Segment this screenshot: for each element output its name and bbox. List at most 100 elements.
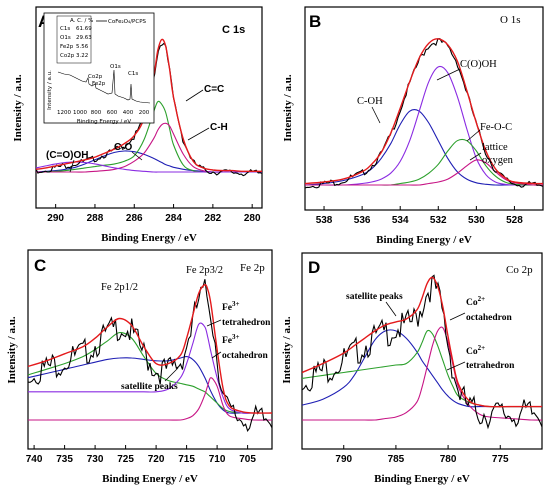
inset-row-value: 5.56 xyxy=(76,44,89,50)
panel-c-frame xyxy=(27,249,273,450)
inset-row-label: Co2p xyxy=(60,53,75,59)
panel-c-pointer-satellite xyxy=(164,367,179,382)
panel-c-tick-label: 710 xyxy=(209,454,226,465)
panel-b-series-0 xyxy=(304,38,544,189)
inset-x-ticks: 1200 1000 800 600 400 200 xyxy=(57,110,150,116)
panel-c-title: Fe 2p xyxy=(240,262,265,274)
panel-c-tick-label: 720 xyxy=(148,454,165,465)
panel-d-series-1 xyxy=(301,276,543,408)
inset-peak-fe2p: Fe2p xyxy=(92,81,106,87)
panel-c-label-2p32: Fe 2p3/2 xyxy=(186,265,223,276)
panel-d-x-axis-title: Binding Energy / eV xyxy=(374,473,470,485)
panel-b-series-1 xyxy=(304,38,544,185)
panel-a-label-co: C-O xyxy=(114,142,133,153)
panel-c-pointer-octa xyxy=(211,351,222,359)
panel-b-tick-label: 528 xyxy=(506,215,523,226)
panel-a-tick-label: 290 xyxy=(47,213,64,224)
inset-survey-spectrum xyxy=(57,69,151,104)
panel-c-label-fe3-octa: Fe3+ xyxy=(222,333,240,346)
panel-b-pointer-cooh xyxy=(436,68,461,81)
panel-d-x-ticks: 790 785 780 775 xyxy=(335,445,509,465)
panel-b-series-5 xyxy=(304,159,544,186)
panel-a-tick-label: 286 xyxy=(126,213,143,224)
inset-row-label: C1s xyxy=(60,26,70,32)
panel-a-label-cc: C=C xyxy=(204,84,224,95)
panel-d-label-satellite: satellite peaks xyxy=(346,292,403,302)
panel-c-label-2p12: Fe 2p1/2 xyxy=(101,282,138,293)
inset-tick-label: 1000 xyxy=(73,110,87,116)
inset-peak-co2p: Co2p xyxy=(88,74,103,80)
panel-a-x-axis-title: Binding Energy / eV xyxy=(101,232,197,244)
panel-c-plot xyxy=(27,279,273,433)
panel-a-tick-label: 284 xyxy=(165,213,182,224)
panel-d-label-octahedron: octahedron xyxy=(466,313,512,323)
panel-b-pointer-coh xyxy=(371,106,381,124)
panel-a-frame xyxy=(35,6,263,209)
panel-b-pointer-lattice xyxy=(469,152,482,161)
panel-d-pointer-tetra xyxy=(446,361,466,371)
panel-c-series-4 xyxy=(28,322,272,414)
panel-b-y-axis-title: Intensity / a.u. xyxy=(282,74,294,141)
panel-c-letter: C xyxy=(34,256,46,275)
panel-d-tick-label: 780 xyxy=(440,454,457,465)
panel-d-title: Co 2p xyxy=(506,264,533,276)
panel-b-pointer-feoc xyxy=(466,129,481,142)
panel-a-title: C 1s xyxy=(222,24,245,36)
panel-c-x-axis-title: Binding Energy / eV xyxy=(102,473,198,485)
panel-b-letter: B xyxy=(309,12,321,31)
panel-d-series-2 xyxy=(301,329,543,408)
panel-d-tick-label: 790 xyxy=(335,454,352,465)
panel-b-tick-label: 536 xyxy=(354,215,371,226)
panel-d-label-co2-octa: Co2+ xyxy=(466,295,485,308)
inset-y-axis-title: Intensity / a.u. xyxy=(47,70,53,110)
inset-legend-label: CoFe₂O₄/PCPS xyxy=(108,19,147,25)
panel-d-letter: D xyxy=(308,258,320,277)
panel-a-series-1 xyxy=(35,38,262,173)
panel-d: 790 785 780 775 D Co 2p Binding Energy / eV… xyxy=(281,252,543,485)
panel-d-pointer-octa xyxy=(449,312,466,321)
panel-b-x-axis-title: Binding Energy / eV xyxy=(376,234,472,246)
panel-a-plot xyxy=(35,38,263,177)
panel-d-label-co2-tetra: Co2+ xyxy=(466,344,485,357)
panel-c-label-octahedron: octahedron xyxy=(222,351,268,361)
panel-a-y-axis-title: Intensity / a.u. xyxy=(12,74,24,141)
panel-b-frame xyxy=(304,6,544,211)
panel-c-label-tetrahedron: tetrahedron xyxy=(222,318,271,328)
panel-b-title: O 1s xyxy=(500,14,520,26)
panel-c-tick-label: 735 xyxy=(56,454,73,465)
panel-c-x-ticks: 740 735 730 725 720 715 710 705 xyxy=(26,445,256,465)
panel-d-y-axis-title: Intensity / a.u. xyxy=(281,316,293,383)
panel-a-pointer-ch xyxy=(187,127,210,141)
inset-x-axis-title: Binding Energy / eV xyxy=(77,119,132,125)
panel-b-label-oxygen: oxygen xyxy=(482,155,514,166)
inset-table-frame xyxy=(56,15,92,64)
panel-d-frame xyxy=(301,252,543,450)
panel-c-series-0 xyxy=(27,279,273,433)
inset-peak-o1s: O1s xyxy=(110,64,121,70)
panel-a-tick-label: 282 xyxy=(205,213,222,224)
panel-c-series-1 xyxy=(27,283,273,414)
panel-d-plot xyxy=(301,274,543,430)
panel-c-tick-label: 715 xyxy=(178,454,195,465)
panel-b-tick-label: 532 xyxy=(430,215,447,226)
panel-b-label-feoc: Fe-O-C xyxy=(480,122,512,133)
panel-d-tick-label: 785 xyxy=(388,454,405,465)
inset-row-value: 29.63 xyxy=(76,35,92,41)
panel-a-label-ch: C-H xyxy=(210,122,228,133)
panel-b-tick-label: 538 xyxy=(316,215,333,226)
panel-d-series-0 xyxy=(301,274,543,430)
panel-c-pointer-tetra xyxy=(206,319,222,327)
panel-b-label-coh: C-OH xyxy=(357,96,383,107)
inset-row-label: Fe2p xyxy=(60,44,74,50)
inset-tick-label: 400 xyxy=(123,110,134,116)
inset-row-value: 3.22 xyxy=(76,53,88,59)
inset-tick-label: 1200 xyxy=(57,110,71,116)
inset-tick-label: 600 xyxy=(107,110,118,116)
panel-d-label-tetrahedron: tetrahedron xyxy=(466,361,515,371)
panel-c: 740 735 730 725 720 715 710 705 C Fe 2p Binding… xyxy=(6,249,273,485)
panel-b: 538 536 534 532 530 528 B O 1s Binding Energy… xyxy=(282,6,544,246)
